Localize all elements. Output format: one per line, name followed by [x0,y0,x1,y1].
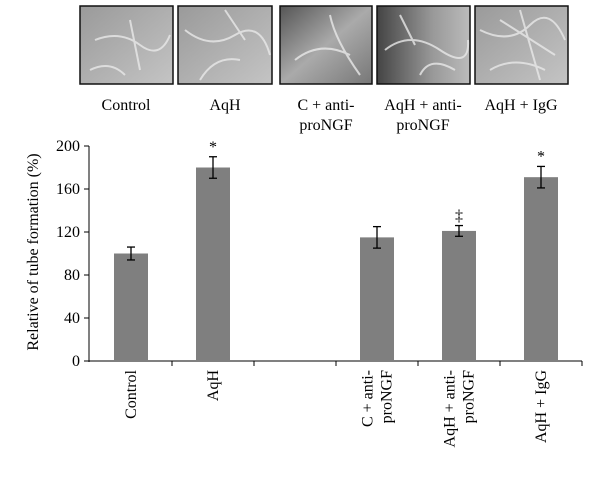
significance-marker: * [209,139,217,156]
image-label: C + anti- [297,97,354,114]
x-tick-label: C + anti- [360,370,377,427]
x-tick-label: AqH [205,370,222,402]
error-bar [537,165,545,189]
x-tick-label: proNGF [379,370,396,423]
y-tick-label: 120 [56,224,80,241]
y-tick-label: 0 [72,353,80,370]
y-tick-label: 40 [64,310,80,327]
image-label: proNGF [299,117,352,134]
micrograph [474,5,569,85]
micrograph [79,5,174,85]
significance-marker: ‡ [455,208,463,225]
x-tick-label: AqH + IgG [533,370,550,443]
bar [196,167,230,361]
y-tick-label: 200 [56,138,80,155]
significance-marker: * [537,148,545,165]
x-tick-label: proNGF [461,370,478,423]
y-axis-label: Relative of tube formation (%) [25,153,42,350]
image-label: AqH + anti- [384,97,461,114]
image-labels: Control AqH C + anti-proNGF AqH + anti-proN… [102,97,558,134]
error-bar [455,224,463,237]
image-label: Control [102,97,151,114]
micrograph-panels [79,5,569,85]
bar [524,177,558,361]
bar [360,237,394,361]
image-label: AqH [209,97,241,114]
bar [114,253,148,361]
x-tick-label: AqH + anti- [442,370,459,447]
x-tick-label: Control [123,369,140,418]
micrograph [177,5,273,85]
image-label: proNGF [396,117,449,134]
error-bar [127,246,135,261]
image-label: AqH + IgG [484,97,557,114]
bar [442,230,476,361]
error-bar [209,156,217,179]
error-bar [373,225,381,249]
y-tick-label: 160 [56,181,80,198]
y-tick-label: 80 [64,267,80,284]
